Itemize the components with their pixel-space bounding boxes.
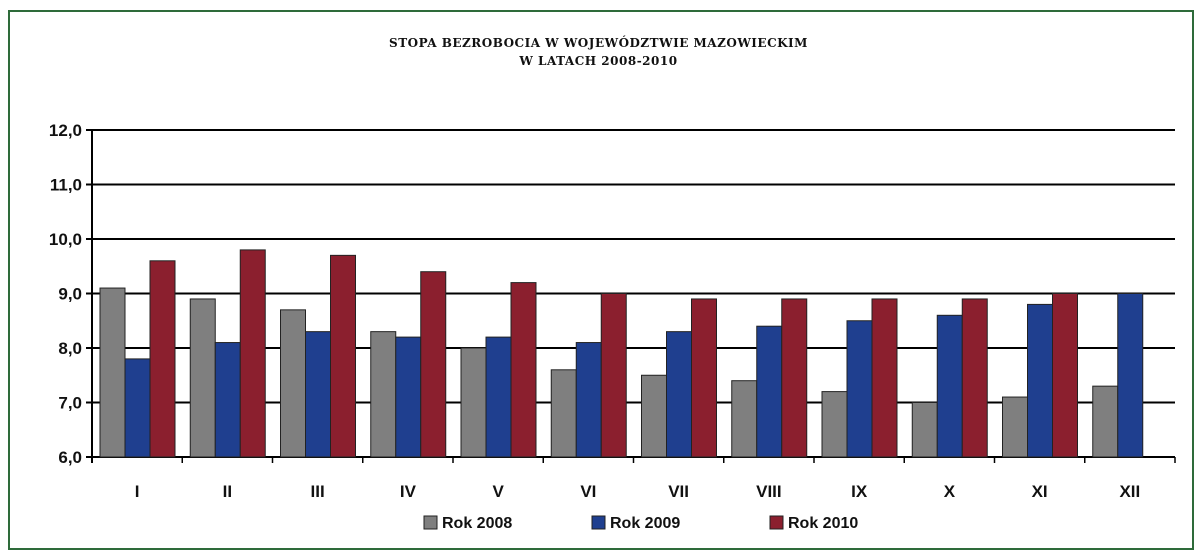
bar-rok-2009-vi	[575, 342, 602, 458]
x-tick-label: V	[492, 482, 504, 501]
legend-swatch	[423, 515, 438, 530]
bar-rok-2009-viii	[756, 325, 783, 458]
bar-rok-2010-i	[149, 260, 176, 458]
x-tick-label: I	[135, 482, 140, 501]
bar-rok-2008-v	[460, 347, 487, 458]
bar-rok-2010-iii	[330, 254, 356, 458]
bar-rok-2008-viii	[731, 380, 758, 458]
y-tick-label: 10,0	[49, 230, 82, 249]
bar-rok-2009-ix	[846, 320, 873, 458]
bar-rok-2009-vii	[666, 331, 692, 458]
bar-rok-2009-xi	[1027, 303, 1053, 458]
x-tick-label: VII	[668, 482, 689, 501]
bar-rok-2009-iii	[305, 331, 331, 458]
legend: Rok 2008 Rok 2009 Rok 2010	[423, 515, 858, 532]
bar-rok-2008-iii	[280, 309, 306, 458]
bar-rok-2008-iv	[370, 331, 397, 458]
x-tick-label: VI	[580, 482, 596, 501]
y-tick-label: 11,0	[50, 176, 82, 195]
bar-rok-2009-v	[485, 336, 512, 458]
bar-rok-2010-ix	[871, 298, 898, 458]
y-tick-label: 8,0	[58, 339, 82, 358]
chart-subtitle: W LATACH 2008-2010	[519, 54, 678, 68]
bar-rok-2008-x	[911, 402, 938, 458]
x-tick-label: III	[311, 482, 325, 501]
bar-rok-2008-vii	[641, 374, 667, 458]
legend-label: Rok 2009	[610, 515, 680, 532]
x-tick-label: X	[944, 482, 956, 501]
x-tick-label: XI	[1032, 482, 1048, 501]
legend-label: Rok 2010	[788, 515, 858, 532]
legend-swatch	[769, 515, 784, 530]
bar-rok-2010-xi	[1052, 293, 1078, 458]
y-tick-label: 6,0	[58, 448, 82, 467]
bar-rok-2008-xii	[1092, 385, 1119, 458]
bars	[99, 249, 1144, 458]
x-axis-ticks: I II III IV V VI VII VIII IX X XI XII	[135, 482, 1141, 501]
bar-rok-2008-xi	[1002, 396, 1028, 458]
x-tick-label: IX	[851, 482, 868, 501]
bar-rok-2009-ii	[214, 342, 241, 458]
bar-rok-2009-x	[936, 314, 963, 458]
chart-title: STOPA BEZROBOCIA W WOJEWÓDZTWIE MAZOWIEC…	[389, 36, 808, 50]
bar-rok-2009-iv	[395, 336, 422, 458]
x-tick-label: VIII	[756, 482, 782, 501]
bar-rok-2010-v	[510, 282, 537, 458]
bar-rok-2010-ii	[239, 249, 266, 458]
y-tick-label: 7,0	[58, 394, 82, 413]
legend-label: Rok 2008	[442, 515, 512, 532]
bar-rok-2009-xii	[1117, 293, 1144, 458]
bar-rok-2008-ix	[821, 391, 848, 458]
gridlines	[86, 129, 1176, 463]
bar-rok-2009-i	[124, 358, 151, 458]
y-tick-label: 9,0	[58, 285, 82, 304]
bar-rok-2010-vii	[691, 298, 717, 458]
bar-rok-2008-vi	[550, 369, 577, 458]
y-axis-ticks: 6,0 7,0 8,0 9,0 10,0 11,0 12,0	[49, 121, 82, 467]
bar-rok-2010-vi	[600, 293, 627, 458]
bar-rok-2008-i	[99, 287, 126, 458]
y-tick-label: 12,0	[49, 121, 82, 140]
bar-rok-2010-x	[961, 298, 988, 458]
x-tick-label: II	[223, 482, 232, 501]
x-tick-label: XII	[1119, 482, 1140, 501]
legend-swatch	[591, 515, 606, 530]
bar-rok-2008-ii	[189, 298, 216, 458]
bar-rok-2010-iv	[420, 271, 447, 458]
bar-rok-2010-viii	[781, 298, 808, 458]
x-tick-label: IV	[400, 482, 417, 501]
chart-frame	[8, 10, 1194, 550]
